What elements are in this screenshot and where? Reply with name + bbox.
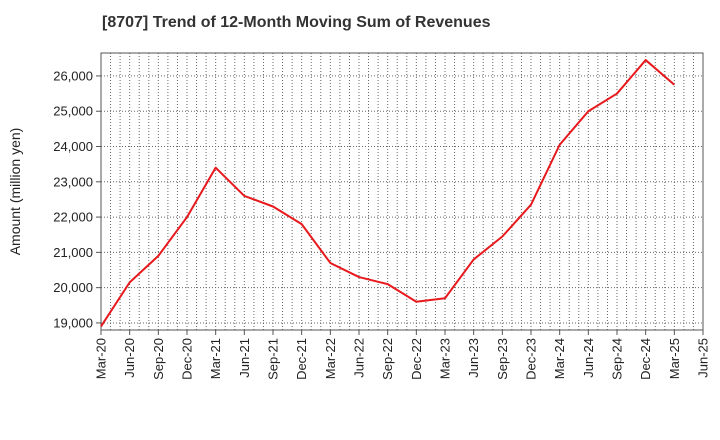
x-tick-label: Sep-24 xyxy=(610,338,625,380)
y-axis-title: Amount (million yen) xyxy=(7,128,23,256)
x-tick-label: Jun-23 xyxy=(466,338,481,378)
x-tick-label: Mar-23 xyxy=(438,338,453,379)
x-tick-label: Dec-20 xyxy=(180,338,195,380)
x-tick-label: Mar-21 xyxy=(208,338,223,379)
grid xyxy=(101,53,703,330)
x-tick-label: Dec-21 xyxy=(294,338,309,380)
series-layer xyxy=(100,59,675,328)
x-tick-label: Sep-22 xyxy=(380,338,395,380)
x-tick-label: Sep-21 xyxy=(266,338,281,380)
x-tick-label: Jun-21 xyxy=(237,338,252,378)
x-tick-label: Jun-20 xyxy=(122,338,137,378)
x-tick-label: Mar-24 xyxy=(552,338,567,379)
y-tick-label: 25,000 xyxy=(53,104,93,119)
chart-title: [8707] Trend of 12-Month Moving Sum of R… xyxy=(102,14,491,31)
series-line xyxy=(100,59,675,328)
y-tick-label: 23,000 xyxy=(53,174,93,189)
x-tick-label: Sep-20 xyxy=(151,338,166,380)
x-tick-label: Jun-22 xyxy=(352,338,367,378)
plot-frame xyxy=(100,52,704,331)
x-tick-label: Mar-20 xyxy=(94,338,109,379)
y-tick-label: 22,000 xyxy=(53,210,93,225)
x-tick-label: Dec-22 xyxy=(409,338,424,380)
y-tick-label: 19,000 xyxy=(53,315,93,330)
x-tick-label: Sep-23 xyxy=(495,338,510,380)
x-tick-label: Dec-24 xyxy=(638,338,653,380)
x-tick-label: Jun-24 xyxy=(581,338,596,378)
x-tick-label: Mar-25 xyxy=(667,338,682,379)
y-tick-label: 24,000 xyxy=(53,139,93,154)
y-axis: 19,000 20,000 21,000 22,000 23,000 24,000 25,0… xyxy=(53,68,101,330)
y-tick-label: 20,000 xyxy=(53,280,93,295)
x-axis: Mar-20 Jun-20 Sep-20 Dec-20 Mar-21 Jun-21 Sep-… xyxy=(94,330,711,380)
y-tick-label: 21,000 xyxy=(53,245,93,260)
x-tick-label: Mar-22 xyxy=(323,338,338,379)
y-tick-label: 26,000 xyxy=(53,68,93,83)
x-tick-label: Jun-25 xyxy=(696,338,711,378)
x-tick-label: Dec-23 xyxy=(524,338,539,380)
